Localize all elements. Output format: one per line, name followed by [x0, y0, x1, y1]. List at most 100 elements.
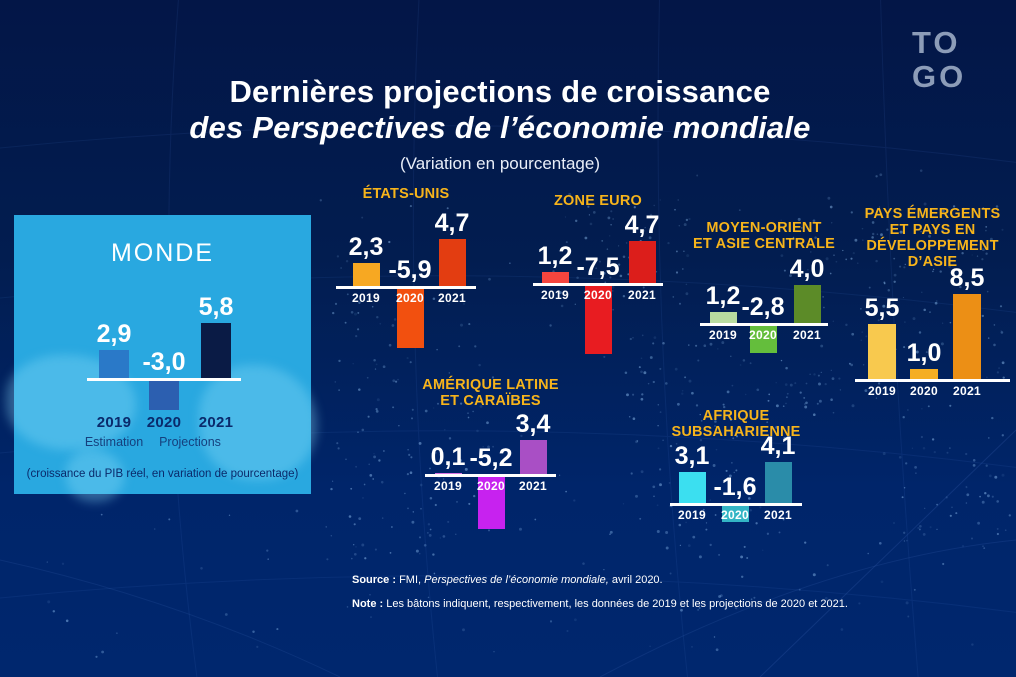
axis-baseline [670, 503, 802, 506]
year-label-2019: 2019 [678, 508, 706, 522]
source-line: Source : FMI, Perspectives de l’économie… [352, 574, 663, 586]
value-label-2019: 5,5 [864, 294, 900, 322]
value-label-2021: 4,7 [434, 209, 470, 237]
axis-baseline [87, 378, 241, 381]
chart-title-line: PAYS ÉMERGENTS [864, 206, 1001, 222]
monde-panel: MONDE 2,9 2019 -3,0 2020 5,8 2021 Estimation … [6, 215, 317, 502]
year-label-2019: 2019 [434, 479, 462, 493]
year-label-2021: 2021 [953, 384, 981, 398]
year-label-2020: 2020 [721, 508, 749, 522]
value-label-2019: 2,9 [96, 320, 132, 349]
axis-baseline [855, 379, 1010, 382]
bar-2021 [628, 240, 656, 283]
chart-title-line: AMÉRIQUE LATINE [422, 377, 559, 393]
chart-asia: PAYS ÉMERGENTS ET PAYS EN DÉVELOPPEMENT D’A… [855, 206, 1010, 404]
chart-title: AFRIQUE SUBSAHARIENNE [671, 408, 800, 440]
value-label-2019: 0,1 [430, 443, 466, 471]
bar-2021 [764, 462, 792, 503]
note-label: Note : [352, 598, 384, 610]
logo-line-1: TO [912, 25, 961, 60]
note-line: Note : Les bâtons indiquent, respectivem… [352, 598, 848, 610]
year-label-2021: 2021 [438, 291, 466, 305]
bar-2020 [477, 477, 505, 529]
bar-2020 [910, 369, 938, 379]
chart-title: PAYS ÉMERGENTS ET PAYS EN DÉVELOPPEMENT D’A… [865, 206, 1001, 270]
axis-baseline [700, 323, 828, 326]
bar-2020 [396, 289, 424, 348]
bar-2019 [709, 311, 737, 323]
title-subtitle: (Variation en pourcentage) [399, 154, 601, 173]
logo-line-2: GO [912, 59, 967, 94]
year-label-2020: 2020 [749, 328, 777, 342]
chart-us: ÉTATS-UNIS 2,3 2019 -5,9 2020 4,7 2021 [336, 186, 476, 352]
chart-title-line: ZONE EURO [554, 193, 642, 209]
chart-title: AMÉRIQUE LATINE ET CARAÏBES [422, 377, 558, 409]
year-label-2020: 2020 [396, 291, 424, 305]
year-label-2021: 2021 [764, 508, 792, 522]
monde-panel-title: MONDE [110, 239, 215, 267]
year-label-2020: 2020 [146, 414, 182, 431]
title-line-1: Dernières projections de croissance [229, 74, 771, 109]
monde-panel-caption: (croissance du PIB réel, en variation de… [26, 468, 299, 480]
value-label-2020: -5,9 [388, 256, 432, 284]
bar-2021 [953, 294, 981, 379]
note-text: Les bâtons indiquent, respectivement, le… [386, 598, 848, 610]
source-text-italic: Perspectives de l’économie mondiale, [424, 574, 609, 586]
chart-title-line: ET CARAÏBES [440, 393, 541, 409]
year-label-2020: 2020 [584, 288, 612, 302]
chart-title-line: MOYEN-ORIENT [706, 220, 822, 236]
value-label-2019: 3,1 [674, 442, 710, 470]
axis-baseline [336, 286, 476, 289]
title-line-2: des Perspectives de l’économie mondiale [189, 110, 811, 145]
chart-ssa: AFRIQUE SUBSAHARIENNE 3,1 2019 -1,6 2020 4,1 20… [670, 408, 802, 530]
bar-2019 [434, 473, 462, 474]
value-label-2019: 2,3 [348, 233, 384, 261]
value-label-2020: -1,6 [713, 473, 757, 501]
bar-2021 [201, 322, 231, 378]
monde-sub-label-projections: Projections [159, 435, 221, 449]
bar-2020 [749, 326, 777, 353]
value-label-2020: -2,8 [741, 293, 785, 321]
year-label-2019: 2019 [709, 328, 737, 342]
source-label: Source : [352, 574, 397, 586]
bar-2019 [678, 472, 706, 503]
year-label-2019: 2019 [868, 384, 896, 398]
year-label-2020: 2020 [477, 479, 505, 493]
chart-monde: 2,9 2019 -3,0 2020 5,8 2021 [14, 215, 311, 494]
bar-2021 [519, 440, 547, 474]
value-label-2021: 5,8 [198, 292, 234, 321]
year-label-2020: 2020 [910, 384, 938, 398]
chart-title-line: DÉVELOPPEMENT [866, 238, 999, 254]
chart-title-line: D’ASIE [907, 254, 958, 270]
year-label-2021: 2021 [198, 414, 234, 431]
chart-title-line: AFRIQUE [702, 408, 770, 424]
value-label-2021: 8,5 [949, 264, 985, 292]
chart-title: MOYEN-ORIENT ET ASIE CENTRALE [693, 220, 835, 252]
value-label-2021: 4,0 [789, 255, 825, 283]
year-label-2019: 2019 [352, 291, 380, 305]
chart-title: ZONE EURO [554, 193, 642, 209]
source-text: FMI, [399, 574, 422, 586]
value-label-2020: -3,0 [142, 348, 186, 376]
chart-title-line: ET PAYS EN [889, 222, 976, 238]
chart-title-line: ÉTATS-UNIS [362, 186, 450, 202]
axis-baseline [533, 283, 663, 286]
bar-2020 [149, 381, 179, 410]
year-label-2021: 2021 [519, 479, 547, 493]
chart-title-line: ET ASIE CENTRALE [692, 236, 836, 252]
bar-2019 [99, 350, 129, 378]
value-label-2021: 3,4 [515, 410, 551, 438]
chart-latam: AMÉRIQUE LATINE ET CARAÏBES 0,1 2019 -5,2 202… [422, 377, 559, 535]
bar-2020 [584, 286, 612, 354]
page-title: Dernières projections de croissance des … [0, 74, 1000, 174]
bar-2021 [438, 239, 466, 286]
map-blob-south-america [66, 450, 124, 502]
map-blob-africa-eurasia [199, 365, 317, 480]
value-label-2020: -5,2 [469, 444, 513, 472]
chart-euro: ZONE EURO 1,2 2019 -7,5 2020 4,7 2021 [533, 193, 663, 365]
value-label-2020: 1,0 [906, 339, 942, 367]
value-label-2019: 1,2 [537, 242, 573, 271]
chart-title-line: SUBSAHARIENNE [671, 424, 801, 440]
bar-2019 [868, 324, 896, 379]
